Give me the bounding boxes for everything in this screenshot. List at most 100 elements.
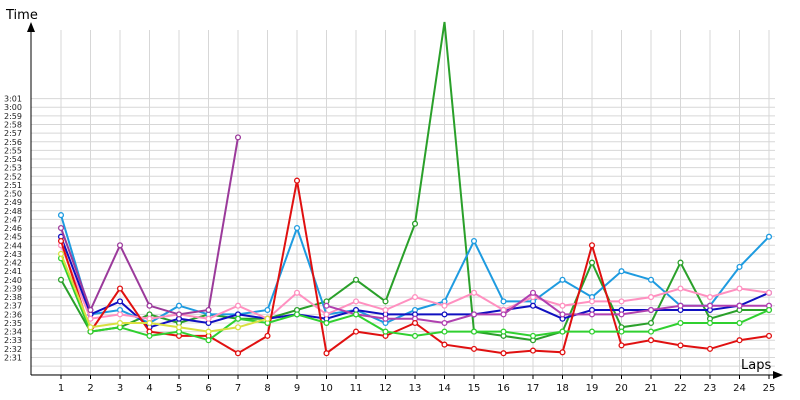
data-point: [57, 250, 65, 257]
y-tick-label: 2:47: [4, 215, 22, 224]
x-tick-label: 24: [733, 383, 746, 394]
x-tick-label: 19: [586, 383, 599, 394]
data-point: [411, 332, 419, 339]
x-tick-label: 22: [674, 383, 687, 394]
y-tick-label: 2:53: [4, 164, 22, 173]
data-point: [411, 294, 419, 301]
data-point: [57, 212, 65, 219]
series-5: [57, 134, 242, 318]
y-tick-label: 2:43: [4, 250, 22, 259]
y-tick-labels: 2:312:322:332:342:352:362:372:382:392:40…: [4, 95, 22, 363]
data-point: [647, 328, 655, 335]
data-point: [264, 315, 271, 322]
data-point: [146, 302, 153, 309]
data-point: [588, 242, 596, 249]
data-point: [441, 328, 448, 335]
data-point: [87, 324, 94, 331]
data-point: [146, 332, 153, 339]
series-6: [323, 289, 773, 327]
data-point: [470, 289, 478, 296]
x-gridlines: [60, 30, 770, 379]
y-tick-label: 2:50: [4, 190, 22, 199]
y-tick-label: 2:32: [4, 345, 22, 354]
data-point: [677, 302, 684, 309]
y-tick-label: 2:38: [4, 293, 22, 302]
x-tick-label: 20: [615, 383, 628, 394]
data-point: [588, 311, 596, 318]
y-tick-label: 2:49: [4, 198, 22, 207]
data-point: [382, 328, 389, 335]
x-tick-label: 13: [409, 383, 422, 394]
data-point: [677, 285, 684, 292]
data-point: [234, 350, 242, 357]
data-point: [441, 311, 448, 318]
data-point: [559, 328, 566, 335]
x-tick-label: 5: [176, 383, 182, 394]
series-8: [57, 255, 773, 344]
data-point: [293, 289, 301, 296]
data-point: [175, 324, 183, 331]
data-point: [500, 328, 507, 335]
data-point: [470, 328, 478, 335]
data-point: [588, 328, 596, 335]
data-point: [765, 233, 773, 240]
y-tick-label: 2:40: [4, 276, 22, 285]
data-point: [87, 315, 94, 322]
data-point: [205, 306, 212, 314]
data-point: [736, 319, 743, 327]
data-point: [205, 337, 212, 344]
data-point: [352, 328, 360, 335]
x-tick-label: 17: [527, 383, 540, 394]
x-tick-label: 7: [235, 383, 241, 394]
data-point: [618, 342, 625, 349]
y-tick-label: 3:00: [4, 103, 22, 112]
data-point: [647, 306, 655, 314]
x-tick-label: 23: [704, 383, 717, 394]
y-tick-label: 2:37: [4, 302, 22, 311]
y-tick-label: 2:52: [4, 172, 22, 181]
data-point: [293, 311, 301, 318]
data-point: [323, 319, 330, 327]
data-point: [500, 298, 507, 305]
x-axis-arrow-icon: [773, 371, 783, 379]
series-9: [57, 250, 271, 335]
y-tick-label: 2:51: [4, 181, 22, 190]
x-tick-label: 1: [58, 383, 64, 394]
data-point: [57, 224, 65, 232]
x-tick-label: 12: [379, 383, 392, 394]
series-line: [326, 291, 769, 325]
y-tick-label: 2:57: [4, 129, 22, 138]
data-point: [352, 276, 360, 283]
x-tick-label: 4: [146, 383, 152, 394]
data-point: [470, 345, 478, 352]
y-tick-label: 2:56: [4, 138, 22, 147]
x-axis-title: Laps: [741, 358, 771, 373]
x-tick-label: 15: [468, 383, 481, 394]
data-point: [618, 268, 625, 275]
data-point: [529, 302, 537, 309]
x-tick-label: 14: [438, 383, 451, 394]
x-tick-label: 6: [205, 383, 211, 394]
y-tick-label: 2:35: [4, 319, 22, 328]
data-point: [352, 298, 360, 305]
data-point: [352, 311, 360, 318]
data-point: [175, 302, 183, 309]
x-tick-label: 2: [87, 383, 93, 394]
y-tick-label: 2:46: [4, 224, 22, 233]
y-tick-label: 2:45: [4, 233, 22, 242]
series-7: [57, 177, 773, 357]
data-point: [559, 349, 566, 356]
y-tick-label: 2:58: [4, 120, 22, 129]
data-point: [264, 332, 271, 339]
data-point: [293, 177, 301, 184]
x-tick-labels: 1 2 3 4 5 6 7 8 9 10 11 12 13 14 15 16 17 18 19 20 21 22 23 24 2…: [58, 383, 776, 394]
data-point: [736, 302, 743, 309]
data-point: [647, 319, 655, 327]
data-point: [736, 263, 743, 270]
data-point: [382, 306, 389, 314]
data-point: [529, 332, 537, 339]
axes: [27, 22, 783, 379]
x-tick-label: 8: [264, 383, 270, 394]
data-point: [677, 342, 684, 349]
